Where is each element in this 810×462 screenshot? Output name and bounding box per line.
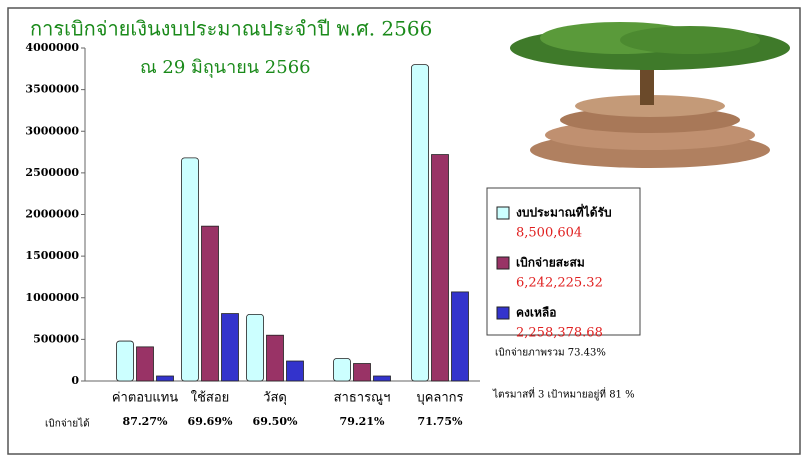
y-tick-label: 3000000: [25, 124, 79, 137]
y-tick-label: 500000: [33, 332, 79, 345]
annotation: เบิกจ่ายภาพรวม 73.43%: [495, 348, 606, 359]
row-label: เบิกจ่ายได้: [45, 418, 90, 430]
chart-title: การเบิกจ่ายเงินงบประมาณประจำปี พ.ศ. 2566: [30, 17, 432, 41]
legend-label: เบิกจ่ายสะสม: [516, 256, 585, 270]
y-tick-label: 3500000: [25, 83, 79, 96]
legend-total: 6,242,225.32: [516, 276, 603, 291]
bar: [411, 64, 429, 382]
y-tick-label: 2500000: [25, 166, 79, 179]
legend-box: [486, 187, 641, 336]
percent-label: 87.27%: [123, 415, 168, 428]
bar: [353, 363, 371, 382]
x-tick-label: บุคลากร: [416, 391, 463, 406]
bar: [221, 313, 239, 382]
percent-label: 71.75%: [418, 415, 463, 428]
legend-label: งบประมาณที่ได้รับ: [516, 204, 612, 220]
x-tick-label: สาธารณูฯ: [334, 391, 391, 406]
frame: [7, 7, 801, 455]
legend-swatch: [496, 206, 510, 220]
legend-total: 8,500,604: [516, 226, 582, 241]
bar: [116, 340, 134, 382]
percent-label: 69.50%: [253, 415, 298, 428]
y-tick-label: 2000000: [25, 208, 79, 221]
x-tick-label: ใช้สอย: [191, 390, 230, 406]
chart-subtitle: ณ 29 มิถุนายน 2566: [140, 57, 311, 78]
x-tick-label: ค่าตอบแทน: [112, 391, 178, 406]
annotation: ไตรมาสที่ 3 เป้าหมายอยู่ที่ 81 %: [492, 387, 635, 401]
percent-label: 79.21%: [340, 415, 385, 428]
bar: [333, 358, 351, 382]
y-tick-label: 0: [71, 374, 79, 387]
legend-swatch: [496, 256, 510, 270]
bar: [136, 346, 154, 382]
bar: [266, 334, 284, 382]
bar: [431, 154, 449, 382]
tree-picture: [510, 22, 790, 168]
bar: [201, 225, 219, 382]
bar: [181, 157, 199, 382]
bar: [246, 313, 264, 382]
legend-swatch: [496, 306, 510, 320]
bar: [451, 291, 469, 382]
legend-total: 2,258,378.68: [516, 326, 603, 341]
bar: [286, 360, 304, 382]
y-tick-label: 1000000: [25, 291, 79, 304]
y-tick-label: 4000000: [25, 41, 79, 54]
bar: [373, 375, 391, 382]
percent-label: 69.69%: [188, 415, 233, 428]
y-tick-label: 1500000: [25, 249, 79, 262]
bar: [156, 375, 174, 382]
x-tick-label: วัสดุ: [263, 391, 287, 406]
legend-label: คงเหลือ: [516, 306, 556, 320]
